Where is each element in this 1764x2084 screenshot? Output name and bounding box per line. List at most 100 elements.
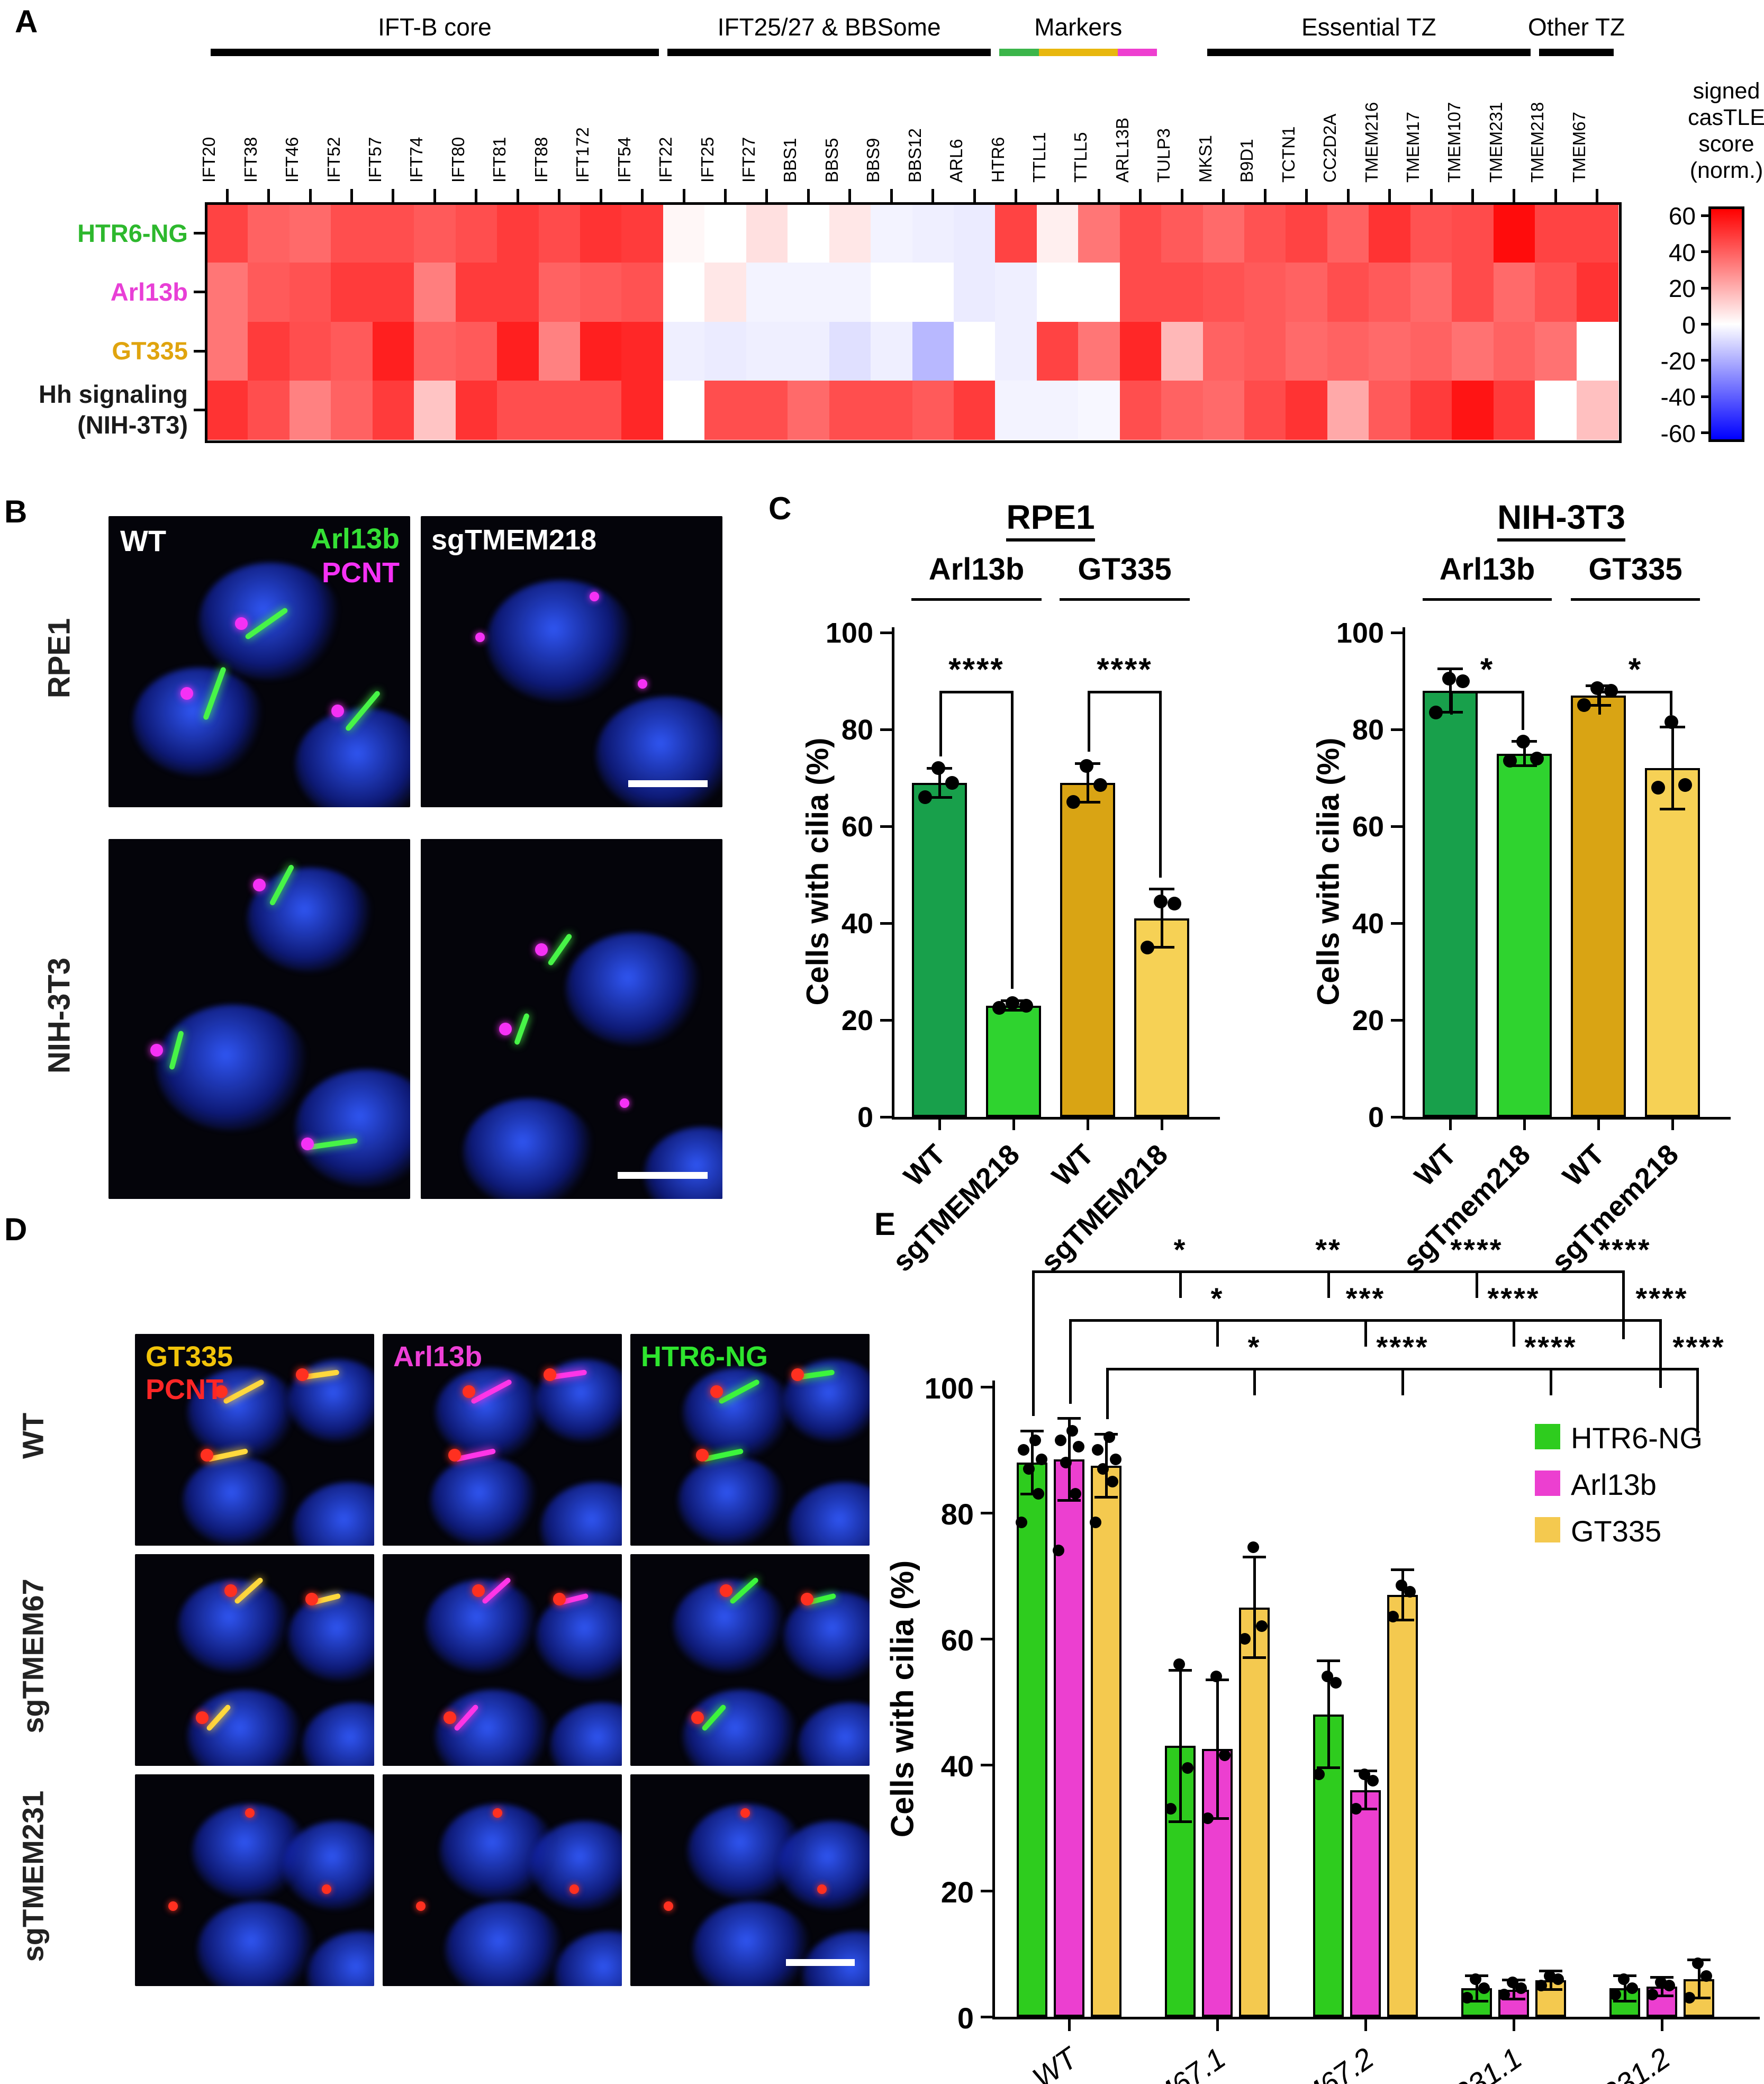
x-axis xyxy=(1403,1117,1731,1120)
image-label-arl13b: Arl13b xyxy=(393,1341,483,1373)
x-tick xyxy=(1160,1120,1163,1130)
heatmap-cell xyxy=(248,380,290,440)
error-bar xyxy=(1671,727,1674,809)
heatmap-cell xyxy=(414,380,456,440)
y-tick-label: 0 xyxy=(857,1102,873,1133)
heatmap-column-label: TCTN1 xyxy=(1278,126,1298,183)
heatmap-cell xyxy=(331,380,373,440)
heatmap-column-tick xyxy=(1180,189,1183,203)
micrograph-sgtmem67-gt335 xyxy=(135,1554,374,1766)
heatmap-column-label: IFT38 xyxy=(240,137,260,183)
sig-bracket-h xyxy=(939,691,1014,693)
heatmap-cell xyxy=(1410,380,1452,440)
heatmap-cell xyxy=(788,321,830,381)
micrograph-sgtmem231-arl13b xyxy=(383,1774,622,1986)
sig-stars: * xyxy=(1480,652,1495,687)
data-point-dot xyxy=(1577,698,1591,712)
data-point-dot xyxy=(1322,1671,1333,1683)
data-point-dot xyxy=(1330,1677,1342,1689)
error-cap-bottom xyxy=(1075,800,1100,804)
y-tick-label: 20 xyxy=(841,1005,873,1036)
heatmap-cell xyxy=(414,204,456,263)
centriole-dot xyxy=(620,1098,630,1108)
legend-swatch xyxy=(1535,1424,1560,1449)
error-cap-bottom xyxy=(1020,1492,1044,1495)
cell-nucleus xyxy=(445,1901,564,1986)
group-header-underline xyxy=(1060,598,1190,601)
legend-swatch xyxy=(1535,1470,1560,1496)
basal-body-dot xyxy=(200,1449,213,1461)
error-cap-bottom xyxy=(1149,946,1174,949)
heatmap-column-tick xyxy=(1596,189,1599,203)
cell-nucleus xyxy=(555,1931,622,1986)
image-label-stain2: PCNT xyxy=(322,557,400,589)
group-header: GT335 xyxy=(1078,552,1172,587)
cell-nucleus xyxy=(798,1702,870,1766)
cell-nucleus xyxy=(692,1901,812,1986)
heatmap-column-tick xyxy=(309,189,312,203)
y-tick xyxy=(1391,1115,1403,1118)
colorbar-title-line: casTLE xyxy=(1688,105,1764,130)
micrograph-sgtmem231-gt335 xyxy=(135,1774,374,1986)
heatmap-cell xyxy=(372,321,414,381)
error-cap-bottom xyxy=(1502,1998,1525,2001)
panel-c-label: C xyxy=(768,491,792,526)
row-label-rpe1: RPE1 xyxy=(42,618,77,699)
data-point-dot xyxy=(1080,759,1093,773)
sig-stars: **** xyxy=(1487,1282,1540,1315)
data-point-dot xyxy=(1023,1463,1035,1475)
y-tick xyxy=(880,631,892,634)
x-tick xyxy=(1597,1120,1600,1130)
group-header-underline xyxy=(1571,598,1700,601)
marker-group-bar-segment xyxy=(1038,49,1118,56)
y-tick-label: 40 xyxy=(841,908,873,940)
heatmap-column-label: TMEM67 xyxy=(1569,112,1589,183)
heatmap-cell xyxy=(912,263,954,322)
sig-bracket-vl xyxy=(1106,1368,1109,1420)
heatmap-cell xyxy=(912,204,954,263)
data-point-dot xyxy=(1202,1812,1214,1825)
heatmap-cell xyxy=(704,263,747,322)
heatmap-column-tick xyxy=(682,189,685,203)
cell-nucleus xyxy=(132,667,265,776)
sig-stars: **** xyxy=(1450,1233,1503,1266)
x-tick xyxy=(1671,1120,1674,1130)
sig-bracket-vl xyxy=(1598,691,1601,715)
micrograph-sgtmem231-htr6-ng xyxy=(630,1774,870,1986)
heatmap-column-label: BBS5 xyxy=(821,138,842,183)
heatmap-column-tick xyxy=(599,189,602,203)
error-bar xyxy=(1327,1661,1330,1768)
error-bar xyxy=(1449,669,1452,712)
heatmap-cell xyxy=(538,380,581,440)
basal-body-dot xyxy=(719,1584,732,1597)
heatmap-cell xyxy=(1535,263,1577,322)
heatmap-cell xyxy=(1244,204,1287,263)
centriole-dot xyxy=(245,1808,255,1818)
basal-body-dot xyxy=(553,1593,566,1605)
sig-bracket-vr xyxy=(1622,1270,1625,1339)
data-point-dot xyxy=(1684,1992,1695,2004)
centriole-dot xyxy=(638,679,648,689)
heatmap-cell xyxy=(995,321,1037,381)
heatmap-cell xyxy=(953,263,996,322)
sig-stars: * xyxy=(1210,1282,1224,1315)
heatmap-cell xyxy=(206,204,249,263)
basal-body-dot xyxy=(195,1711,209,1724)
colorbar-tick-label: 20 xyxy=(1668,275,1696,303)
x-tick xyxy=(938,1120,941,1130)
data-point-dot xyxy=(1618,1973,1630,1985)
heatmap-cell xyxy=(1161,263,1204,322)
heatmap-group-label: Markers xyxy=(1034,13,1123,41)
data-point-dot xyxy=(1387,1611,1399,1623)
micrograph-sgtmem67-arl13b xyxy=(383,1554,622,1766)
y-axis-label: Cells with cilia (%) xyxy=(884,1560,920,1838)
heatmap-column-label: HTR6 xyxy=(988,137,1008,183)
heatmap-column-label: IFT20 xyxy=(199,137,219,183)
heatmap-cell xyxy=(1369,204,1411,263)
heatmap-column-label: BBS1 xyxy=(780,138,800,183)
error-bar xyxy=(1623,1975,1626,2001)
data-point-dot xyxy=(1066,795,1080,809)
colorbar-tick xyxy=(1701,359,1708,362)
error-cap-top xyxy=(1057,1417,1081,1420)
heatmap-cell xyxy=(1286,321,1328,381)
